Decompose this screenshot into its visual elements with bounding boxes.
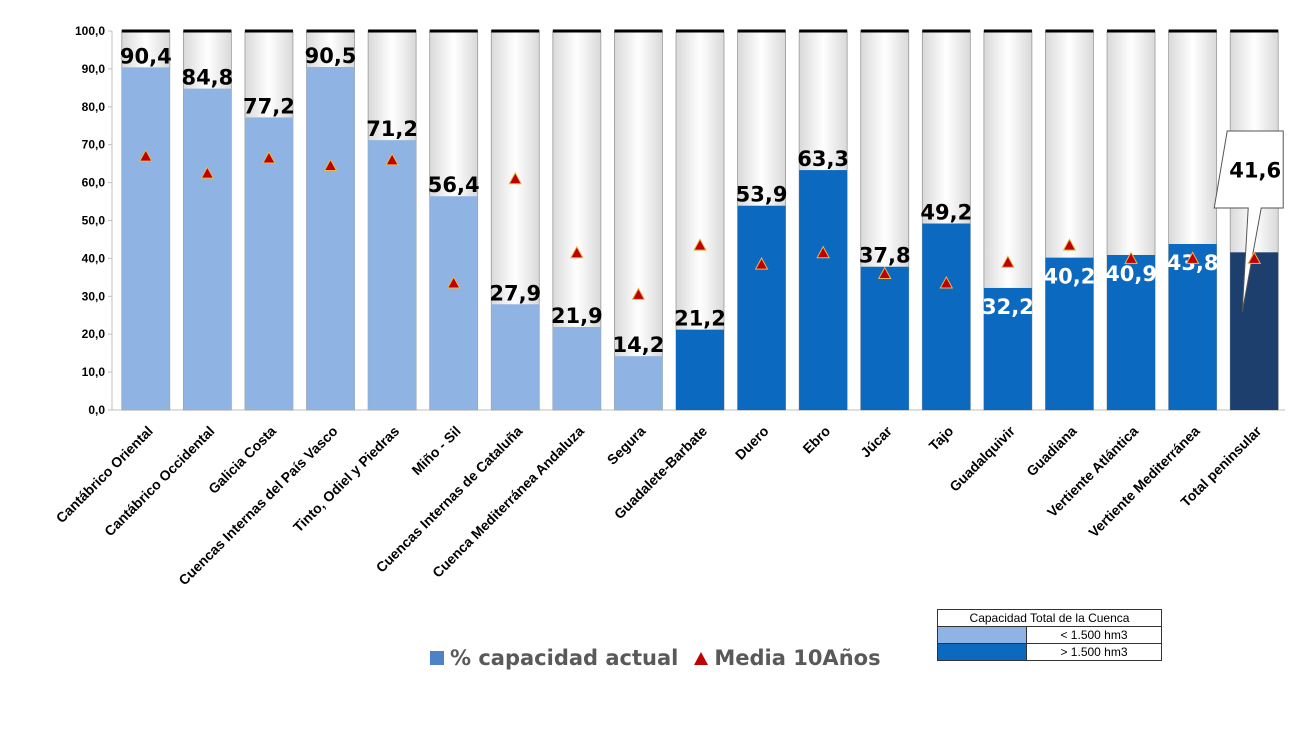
y-tick-label: 80,0	[82, 100, 106, 114]
current-capacity-bar	[121, 67, 170, 410]
average-marker	[1124, 251, 1138, 264]
bar-value-label: 37,8	[859, 244, 911, 268]
x-category-label: Cantábrico Occidental	[101, 423, 217, 539]
bar-legend-label: % capacidad actual	[450, 646, 679, 670]
marker-legend-swatch	[694, 651, 709, 665]
bar-value-label: 49,2	[920, 201, 972, 225]
capacity-large-swatch	[937, 643, 1027, 661]
current-capacity-bar	[922, 223, 971, 410]
marker-legend-label: Media 10Años	[714, 646, 881, 670]
average-marker	[816, 245, 831, 259]
x-category-label: Guadiana	[1023, 423, 1080, 480]
current-capacity-bar	[306, 67, 355, 410]
remaining-capacity-bar	[614, 30, 663, 411]
bar-value-label: 90,4	[120, 44, 172, 68]
x-category-label: Segura	[604, 423, 649, 468]
bar-value-label: 90,5	[305, 44, 357, 68]
average-marker	[1185, 251, 1200, 264]
current-capacity-bar	[983, 287, 1032, 410]
average-marker	[508, 171, 523, 185]
bar-value-label: 21,9	[551, 304, 603, 328]
current-capacity-bar	[368, 140, 417, 411]
bar-value-label: 21,2	[674, 307, 726, 331]
x-category-label: Tinto, Odiel y Piedras	[290, 423, 403, 536]
average-marker	[385, 152, 399, 166]
current-capacity-bar	[860, 266, 909, 410]
current-capacity-bar	[614, 356, 663, 410]
current-capacity-bar	[1230, 252, 1279, 410]
x-category-label: Duero	[732, 423, 772, 463]
bar-value-label: 41,6	[1229, 159, 1281, 183]
current-capacity-bar	[183, 88, 232, 410]
y-tick-label: 100,0	[75, 24, 105, 38]
average-marker	[446, 275, 461, 289]
y-tick-label: 20,0	[82, 327, 106, 341]
y-tick-label: 40,0	[82, 251, 106, 265]
bar-value-label: 27,9	[489, 281, 541, 305]
y-tick-label: 60,0	[82, 176, 106, 190]
average-marker	[1247, 251, 1262, 264]
bar-value-label: 63,3	[797, 147, 849, 171]
current-capacity-bar	[1107, 254, 1156, 410]
bar-chart: 0,0 10,0 20,0 30,0 40,0 50,0 60,0 70,0 80,0 90,0 1…	[53, 24, 1285, 588]
average-marker	[200, 166, 215, 179]
capacity-large-label: > 1.500 hm3	[1026, 643, 1162, 661]
capacity-small-label: < 1.500 hm3	[1026, 626, 1162, 644]
bar-value-label: 71,2	[366, 117, 418, 141]
x-category-label: Júcar	[857, 422, 895, 460]
x-category-label: Guadalquivir	[946, 422, 1018, 494]
average-marker	[939, 275, 954, 289]
x-category-label: Tajo	[926, 423, 957, 454]
bar-value-label: 14,2	[613, 333, 665, 357]
capacity-legend-title: Capacidad Total de la Cuenca	[937, 609, 1162, 627]
average-marker	[1001, 255, 1015, 268]
current-capacity-bar	[737, 205, 786, 410]
average-marker	[569, 245, 584, 259]
x-category-label: Ebro	[799, 423, 833, 457]
x-category-label: Vertiente Mediterránea	[1085, 423, 1203, 541]
y-tick-label: 90,0	[82, 62, 106, 76]
average-marker	[1062, 238, 1077, 251]
bar-legend-swatch	[430, 651, 444, 665]
average-marker	[877, 266, 892, 280]
current-capacity-bar	[491, 304, 540, 410]
y-tick-label: 0,0	[88, 403, 105, 417]
x-category-label: Miño - Sil	[408, 423, 463, 478]
average-marker	[262, 150, 276, 164]
capacity-small-swatch	[937, 626, 1027, 644]
bar-value-label: 40,2	[1044, 265, 1096, 289]
average-marker	[693, 238, 707, 251]
average-marker	[323, 158, 338, 172]
average-marker	[754, 257, 769, 270]
y-tick-label: 50,0	[82, 214, 106, 228]
average-marker	[138, 149, 153, 162]
bar-value-label: 77,2	[243, 94, 295, 118]
series-legend: % capacidad actual Media 10Años	[430, 644, 881, 672]
bar-value-label: 56,4	[428, 173, 480, 197]
y-tick-label: 70,0	[82, 138, 106, 152]
average-marker	[631, 287, 646, 300]
current-capacity-bar	[676, 329, 724, 410]
y-tick-label: 10,0	[82, 365, 106, 379]
current-capacity-bar	[1045, 257, 1094, 410]
bar-value-label: 32,2	[982, 295, 1034, 319]
bar-value-label: 53,9	[736, 183, 788, 207]
current-capacity-bar	[429, 196, 478, 410]
capacity-legend-table: Capacidad Total de la Cuenca < 1.500 hm3…	[937, 609, 1162, 661]
current-capacity-bar	[552, 326, 601, 410]
bar-value-label: 40,9	[1105, 262, 1157, 286]
y-tick-label: 30,0	[82, 289, 106, 303]
current-capacity-bar	[1168, 243, 1217, 410]
bar-value-label: 84,8	[181, 66, 233, 90]
current-capacity-bar	[799, 170, 848, 410]
current-capacity-bar	[244, 117, 293, 411]
